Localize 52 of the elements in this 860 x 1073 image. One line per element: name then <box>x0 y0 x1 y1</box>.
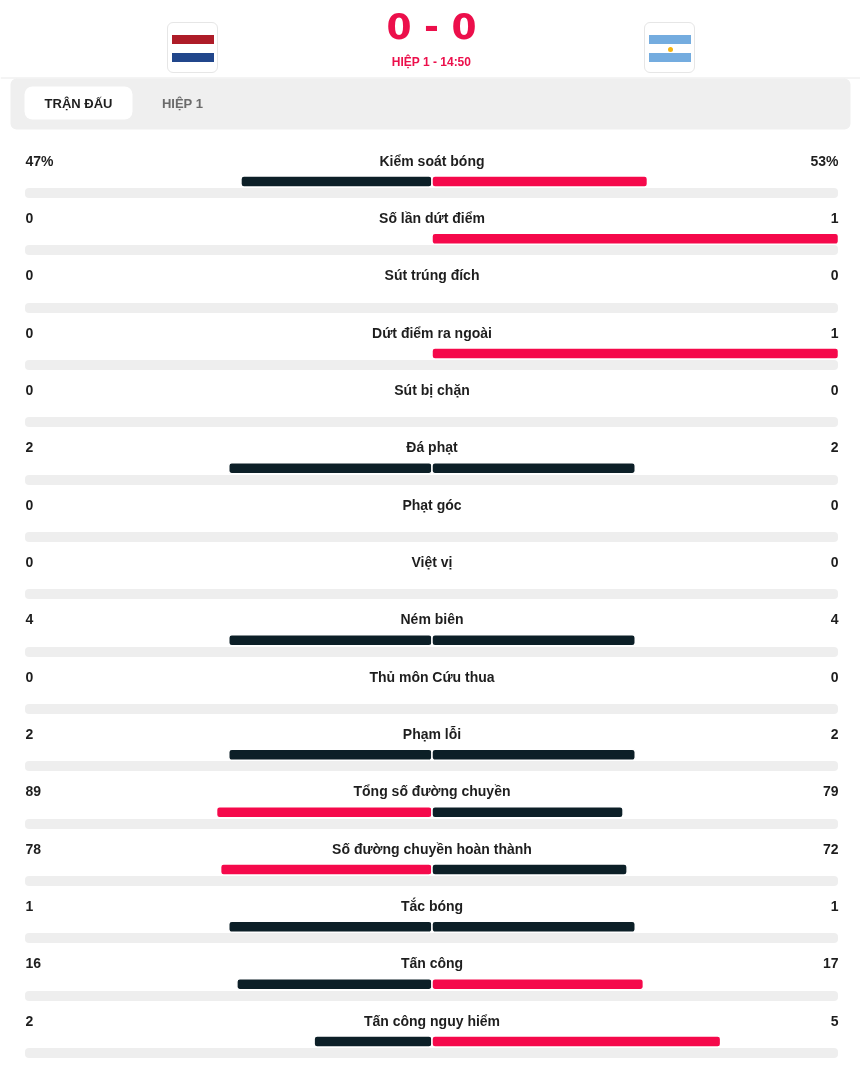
y-tick-label: Đá phạt <box>406 439 459 456</box>
text: HIỆP 1 <box>161 95 203 111</box>
text: 0 <box>25 324 34 341</box>
chart-title: 0 - 0 <box>386 6 477 47</box>
text: 89 <box>25 783 42 800</box>
text: 0 <box>25 267 34 284</box>
text: 78 <box>25 840 42 857</box>
annotation: 0 <box>830 267 839 284</box>
annotation: 5 <box>830 1012 839 1029</box>
text: 0 <box>25 381 34 398</box>
y-tick-label: Tổng số đường chuyền <box>353 783 511 800</box>
annotation: 17 <box>822 955 839 972</box>
text: 0 <box>25 496 34 513</box>
y-tick-label: Phạm lỗi <box>402 725 462 742</box>
y-tick-label: Số lần dứt điểm <box>379 209 485 226</box>
text: TRẬN ĐẤU <box>44 95 113 111</box>
text: 0 <box>25 553 34 570</box>
annotation: 79 <box>822 783 839 800</box>
y-tick-label: Số đường chuyền hoàn thành <box>332 840 532 857</box>
annotation: 4 <box>830 611 839 628</box>
text: 1 <box>25 897 34 914</box>
y-tick-label: Tấn công <box>400 955 464 972</box>
annotation: 1 <box>830 209 839 226</box>
text: 2 <box>25 439 34 456</box>
annotation: 2 <box>830 725 839 742</box>
annotation: 53% <box>810 152 840 169</box>
y-tick-label: Việt vị <box>411 553 453 570</box>
y-tick-label: Thủ môn Cứu thua <box>369 668 495 685</box>
annotation: 0 <box>830 381 839 398</box>
text: 0 <box>25 209 34 226</box>
y-tick-label: Phạt góc <box>402 496 462 513</box>
annotation: 1 <box>830 897 839 914</box>
y-tick-label: Sút bị chặn <box>394 381 470 398</box>
y-tick-label: Dứt điểm ra ngoài <box>372 324 492 341</box>
y-tick-label: Tấn công nguy hiểm <box>363 1012 501 1029</box>
y-tick-label: Kiểm soát bóng <box>379 152 485 169</box>
y-tick-label: Sút trúng đích <box>384 267 480 284</box>
text: 2 <box>25 725 34 742</box>
annotation: 0 <box>830 496 839 513</box>
text: 4 <box>25 611 34 628</box>
annotation: 72 <box>822 840 839 857</box>
text: 47% <box>25 152 55 169</box>
annotation: 0 <box>830 668 839 685</box>
annotation: 2 <box>830 439 839 456</box>
y-tick-label: Tắc bóng <box>400 896 464 914</box>
annotation: 0 <box>830 553 839 570</box>
chart-subtitle: HIỆP 1 - 14:50 <box>391 53 472 69</box>
text: 2 <box>25 1012 34 1029</box>
annotation: 1 <box>830 324 839 341</box>
text: 0 <box>25 668 34 685</box>
y-tick-label: Ném biên <box>400 611 464 628</box>
text: 16 <box>25 955 42 972</box>
